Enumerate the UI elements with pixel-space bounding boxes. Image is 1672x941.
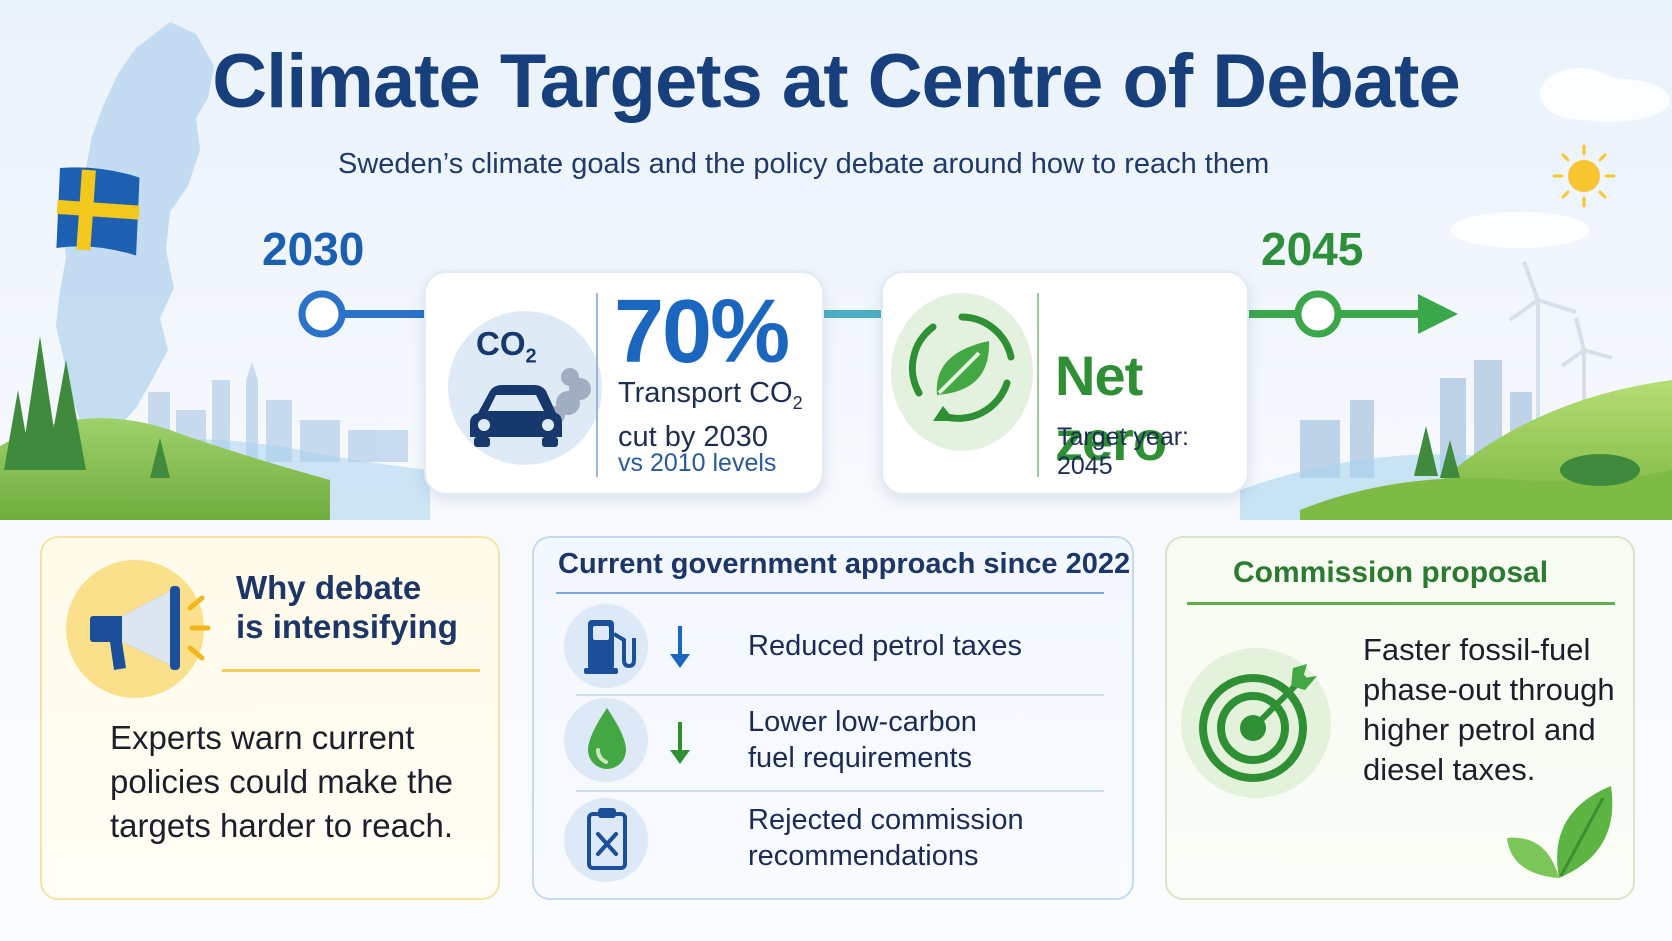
- car-emission-icon: [470, 368, 591, 447]
- commission-proposal-body: Faster fossil-fuel phase-out through hig…: [1363, 632, 1615, 787]
- pine-trees-left: [4, 336, 170, 478]
- list-item: Reduced petrol taxes: [564, 604, 1104, 688]
- sun-icon: [1552, 144, 1616, 208]
- why-debate-title: Why debate is intensifying: [236, 569, 458, 645]
- page-subtitle: Sweden’s climate goals and the policy de…: [338, 148, 1270, 180]
- row-divider: [576, 790, 1104, 792]
- title-underline: [1187, 602, 1615, 605]
- swedish-flag-icon: [56, 167, 140, 256]
- why-debate-panel: Why debate is intensifying Experts warn …: [40, 536, 500, 900]
- transport-percent: 70%: [614, 282, 790, 382]
- list-item: Rejected commission recommendations: [564, 798, 1104, 882]
- page-title: Climate Targets at Centre of Debate: [212, 39, 1460, 124]
- timeline: [298, 290, 1458, 338]
- card-divider: [1037, 293, 1039, 477]
- arrow-down-icon: [670, 626, 690, 668]
- pine-trees-right: [1414, 426, 1640, 486]
- list-item-label: Lower low-carbon fuel requirements: [748, 706, 977, 774]
- net-zero-card: Net zero Target year: 2045: [881, 271, 1249, 495]
- timeline-end-year: 2045: [1261, 223, 1364, 275]
- co2-icon-label: CO2: [476, 325, 537, 368]
- title-underline: [556, 592, 1104, 594]
- why-debate-body: Experts warn current policies could make…: [110, 719, 454, 844]
- timeline-start-year: 2030: [262, 223, 365, 275]
- transport-baseline-note: vs 2010 levels: [618, 449, 777, 477]
- megaphone-icon: [90, 586, 211, 670]
- government-approach-panel: Current government approach since 2022 R…: [532, 536, 1134, 900]
- title-underline: [222, 669, 480, 672]
- cloud-shapes: [1450, 68, 1670, 248]
- target-arrow-icon: [1199, 664, 1317, 782]
- leaf-cycle-icon: [908, 313, 1015, 422]
- list-item: Lower low-carbon fuel requirements: [564, 698, 1104, 782]
- row-divider: [576, 694, 1104, 696]
- landscape-background: [0, 0, 1672, 520]
- fuel-drop-icon: [588, 708, 626, 769]
- net-zero-target-year: Target year: 2045: [1057, 423, 1190, 480]
- leaf-decoration-icon: [1507, 786, 1613, 878]
- list-item-label: Rejected commission recommendations: [748, 804, 1024, 872]
- fuel-pump-icon: [584, 620, 636, 674]
- list-item-label: Reduced petrol taxes: [748, 630, 1023, 662]
- government-approach-title: Current government approach since 2022: [558, 548, 1131, 580]
- arrow-down-icon: [670, 722, 690, 764]
- card-divider: [596, 293, 598, 477]
- rejected-clipboard-icon: [587, 808, 627, 870]
- transport-description: Transport CO2 cut by 2030: [618, 377, 803, 453]
- transport-target-card: CO2 70% Transport CO2 cut by 2030 vs 201…: [424, 271, 824, 495]
- commission-proposal-panel: Commission proposal Faster fossil-fuel p…: [1165, 536, 1635, 900]
- net-zero-title: Net zero: [1055, 344, 1167, 472]
- commission-proposal-title: Commission proposal: [1233, 556, 1549, 589]
